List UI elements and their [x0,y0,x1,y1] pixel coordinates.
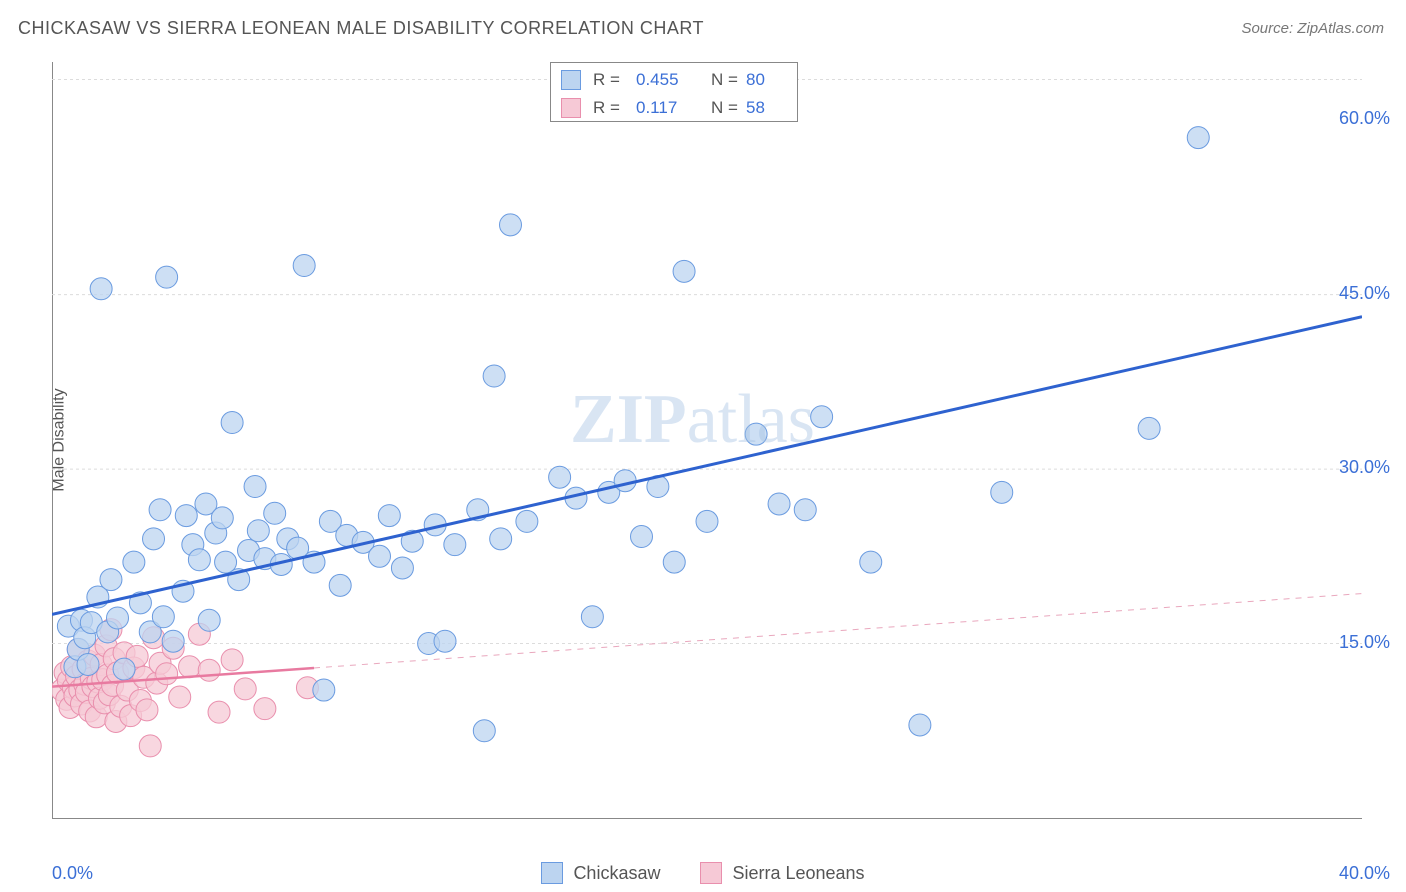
legend-r-label-1: R = [593,70,620,90]
legend-r-label-2: R = [593,98,620,118]
y-tick-label: 60.0% [1339,108,1390,129]
y-tick-label: 30.0% [1339,457,1390,478]
scatter-plot [52,62,1362,818]
y-tick-label: 45.0% [1339,283,1390,304]
legend-n-label-1: N = [711,70,738,90]
y-tick-label: 15.0% [1339,632,1390,653]
legend-swatch-sierra [700,862,722,884]
legend-label-sierra: Sierra Leoneans [732,863,864,884]
legend-r-value-2: 0.117 [636,98,677,118]
legend-item-sierra: Sierra Leoneans [700,862,864,884]
source-attribution: Source: ZipAtlas.com [1241,20,1384,37]
legend-swatch-chickasaw [541,862,563,884]
legend-n-value-1: 80 [746,70,765,90]
x-axis-line [52,818,1362,819]
legend-swatch-1 [561,70,581,90]
legend-swatch-2 [561,98,581,118]
legend-row-2: R = 0.117 N = 58 [551,93,797,123]
series-legend: Chickasaw Sierra Leoneans [0,862,1406,884]
legend-n-value-2: 58 [746,98,765,118]
legend-item-chickasaw: Chickasaw [541,862,660,884]
x-tick-label: 40.0% [1339,863,1390,884]
chart-title: CHICKASAW VS SIERRA LEONEAN MALE DISABIL… [18,18,704,39]
legend-n-label-2: N = [711,98,738,118]
legend-label-chickasaw: Chickasaw [573,863,660,884]
legend-r-value-1: 0.455 [636,70,679,90]
stats-legend: R = 0.455 N = 80 R = 0.117 N = 58 [550,62,798,122]
x-tick-label: 0.0% [52,863,93,884]
legend-row-1: R = 0.455 N = 80 [551,65,797,95]
